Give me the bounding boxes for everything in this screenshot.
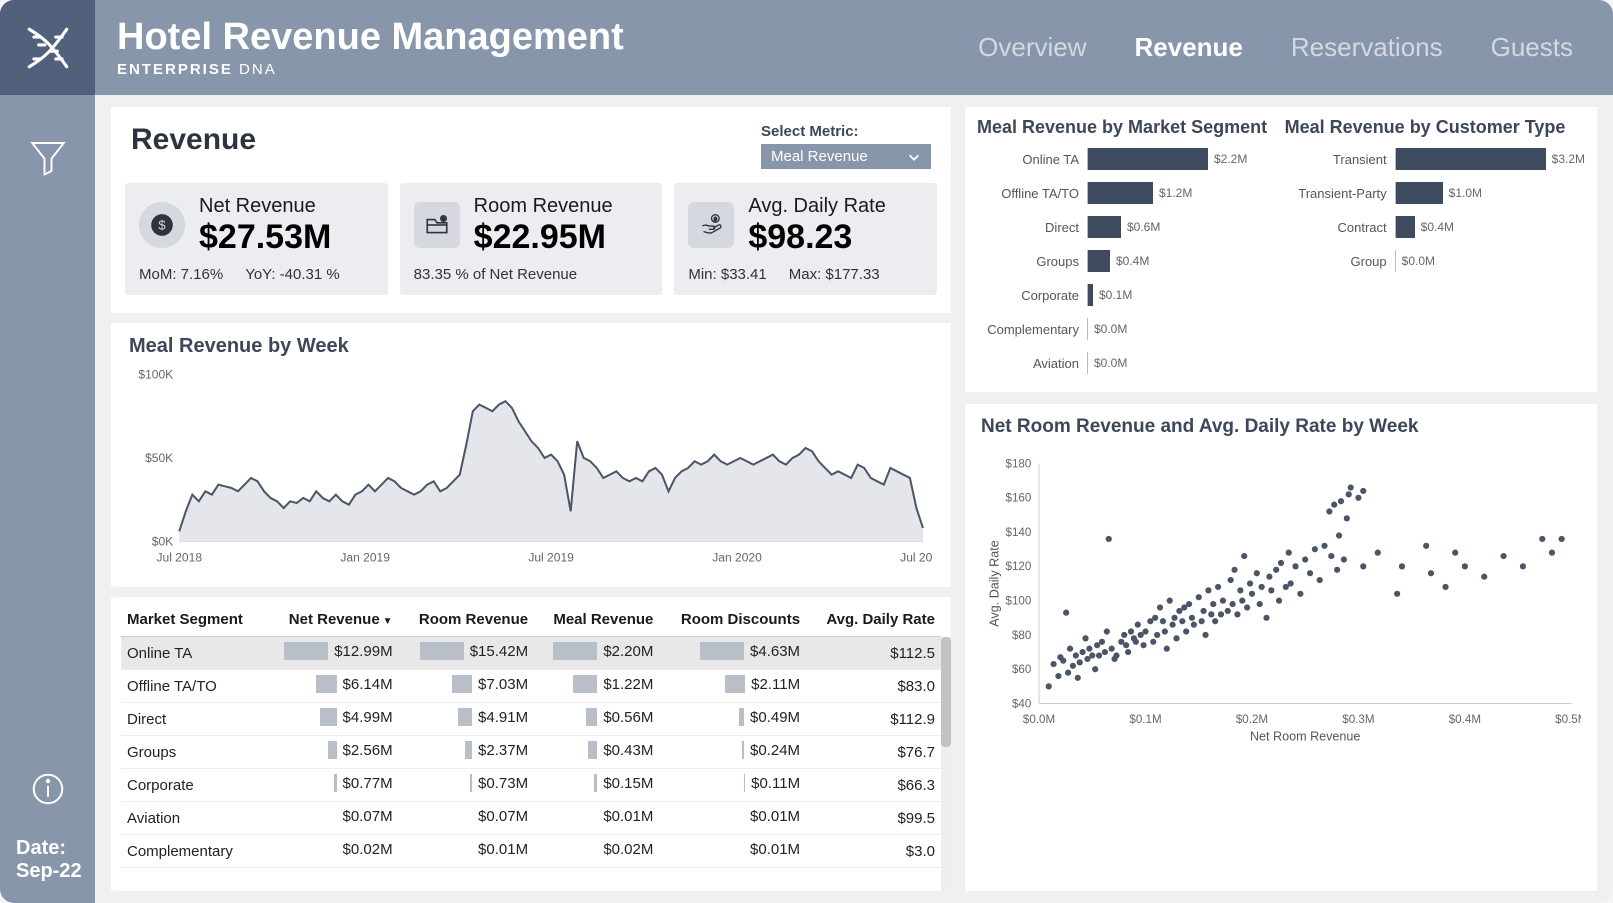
chevron-down-icon bbox=[907, 150, 921, 164]
table-header[interactable]: Room Discounts bbox=[659, 603, 806, 637]
table-header[interactable]: Meal Revenue bbox=[534, 603, 659, 637]
top-nav: Overview Revenue Reservations Guests bbox=[978, 32, 1573, 63]
revenue-panel: Revenue Select Metric: Meal Revenue $Net… bbox=[111, 107, 951, 313]
svg-text:$: $ bbox=[714, 216, 717, 222]
table-header[interactable]: Market Segment bbox=[121, 603, 264, 637]
table-row[interactable]: Aviation$0.07M$0.07M$0.01M$0.01M$99.5 bbox=[121, 802, 941, 835]
area-chart-panel: Meal Revenue by Week $100K $50K $0K Jul … bbox=[111, 323, 951, 587]
hbar-row: Online TA$2.2M bbox=[977, 148, 1275, 170]
hbar-row: Group$0.0M bbox=[1285, 250, 1585, 272]
table-row[interactable]: Offline TA/TO$6.14M$7.03M$1.22M$2.11M$83… bbox=[121, 670, 941, 703]
sidebar-date: Date: Sep-22 bbox=[0, 837, 95, 903]
hbar-row: Transient-Party$1.0M bbox=[1285, 182, 1585, 204]
svg-text:$0.4M: $0.4M bbox=[1449, 713, 1481, 726]
table-row[interactable]: Online TA$12.99M$15.42M$2.20M$4.63M$112.… bbox=[121, 637, 941, 670]
metric-select-label: Select Metric: bbox=[761, 123, 931, 140]
filter-button[interactable] bbox=[18, 127, 78, 187]
hbar-row: Groups$0.4M bbox=[977, 250, 1275, 272]
svg-text:$140: $140 bbox=[1005, 526, 1031, 539]
kpi-icon: $ bbox=[139, 202, 185, 248]
page-title: Hotel Revenue Management bbox=[117, 17, 624, 59]
table-row[interactable]: Corporate$0.77M$0.73M$0.15M$0.11M$66.3 bbox=[121, 769, 941, 802]
bar-segment-title: Meal Revenue by Market Segment bbox=[977, 117, 1275, 138]
svg-text:$60: $60 bbox=[1012, 663, 1031, 676]
svg-text:$0.1M: $0.1M bbox=[1129, 713, 1161, 726]
nav-reservations[interactable]: Reservations bbox=[1291, 32, 1443, 63]
table-row[interactable]: Groups$2.56M$2.37M$0.43M$0.24M$76.7 bbox=[121, 736, 941, 769]
bar-customer-title: Meal Revenue by Customer Type bbox=[1285, 117, 1585, 138]
kpi-1: $Room Revenue$22.95M83.35 % of Net Reven… bbox=[400, 183, 663, 295]
segment-table[interactable]: Market SegmentNet Revenue▼Room RevenueMe… bbox=[121, 603, 941, 868]
svg-text:Jul 2018: Jul 2018 bbox=[156, 550, 202, 564]
svg-text:$50K: $50K bbox=[145, 451, 173, 465]
nav-revenue[interactable]: Revenue bbox=[1135, 32, 1243, 63]
topbar: Hotel Revenue Management ENTERPRISE DNA … bbox=[95, 0, 1613, 95]
svg-text:$40: $40 bbox=[1012, 697, 1031, 710]
svg-text:Avg. Daily Rate: Avg. Daily Rate bbox=[987, 540, 1001, 626]
hbar-row: Transient$3.2M bbox=[1285, 148, 1585, 170]
table-row[interactable]: Direct$4.99M$4.91M$0.56M$0.49M$112.9 bbox=[121, 703, 941, 736]
svg-text:$0.3M: $0.3M bbox=[1342, 713, 1374, 726]
svg-text:$: $ bbox=[158, 217, 166, 232]
hbar-row: Corporate$0.1M bbox=[977, 284, 1275, 306]
nav-overview[interactable]: Overview bbox=[978, 32, 1086, 63]
svg-text:$0.0M: $0.0M bbox=[1023, 713, 1055, 726]
svg-text:$100: $100 bbox=[1005, 595, 1031, 608]
table-header[interactable]: Room Revenue bbox=[399, 603, 535, 637]
scatter-title: Net Room Revenue and Avg. Daily Rate by … bbox=[981, 416, 1581, 438]
bar-charts-panel: Meal Revenue by Market Segment Online TA… bbox=[965, 107, 1597, 392]
kpi-2: $Avg. Daily Rate$98.23Min: $33.41Max: $1… bbox=[674, 183, 937, 295]
hbar-row: Contract$0.4M bbox=[1285, 216, 1585, 238]
nav-guests[interactable]: Guests bbox=[1491, 32, 1573, 63]
info-button[interactable] bbox=[18, 759, 78, 819]
kpi-0: $Net Revenue$27.53MMoM: 7.16%YoY: -40.31… bbox=[125, 183, 388, 295]
svg-text:Jan 2020: Jan 2020 bbox=[712, 550, 762, 564]
svg-text:$80: $80 bbox=[1012, 629, 1031, 642]
svg-text:Net Room Revenue: Net Room Revenue bbox=[1250, 729, 1360, 743]
table-panel: Market SegmentNet Revenue▼Room RevenueMe… bbox=[111, 597, 951, 891]
svg-text:$0K: $0K bbox=[152, 534, 173, 548]
revenue-heading: Revenue bbox=[131, 123, 256, 157]
kpi-icon: $ bbox=[688, 202, 734, 248]
hbar-row: Direct$0.6M bbox=[977, 216, 1275, 238]
hbar-row: Offline TA/TO$1.2M bbox=[977, 182, 1275, 204]
area-chart-title: Meal Revenue by Week bbox=[129, 335, 933, 358]
kpi-icon: $ bbox=[414, 202, 460, 248]
hbar-row: Aviation$0.0M bbox=[977, 352, 1275, 374]
scatter-panel: Net Room Revenue and Avg. Daily Rate by … bbox=[965, 404, 1597, 891]
svg-text:$100K: $100K bbox=[138, 368, 173, 382]
svg-text:$160: $160 bbox=[1005, 492, 1031, 505]
svg-text:$120: $120 bbox=[1005, 560, 1031, 573]
svg-text:$0.5M: $0.5M bbox=[1555, 713, 1581, 726]
svg-text:Jan 2019: Jan 2019 bbox=[340, 550, 390, 564]
metric-select[interactable]: Meal Revenue bbox=[761, 144, 931, 169]
sidebar: Date: Sep-22 bbox=[0, 0, 95, 903]
logo-icon bbox=[0, 0, 95, 95]
page-subtitle: ENTERPRISE DNA bbox=[117, 61, 624, 78]
table-row[interactable]: Complementary$0.02M$0.01M$0.02M$0.01M$3.… bbox=[121, 835, 941, 868]
table-header[interactable]: Net Revenue▼ bbox=[264, 603, 399, 637]
svg-text:$180: $180 bbox=[1005, 457, 1031, 470]
svg-text:Jul 2019: Jul 2019 bbox=[528, 550, 574, 564]
table-header[interactable]: Avg. Daily Rate bbox=[806, 603, 941, 637]
svg-text:Jul 2020: Jul 2020 bbox=[900, 550, 933, 564]
hbar-row: Complementary$0.0M bbox=[977, 318, 1275, 340]
svg-text:$0.2M: $0.2M bbox=[1236, 713, 1268, 726]
